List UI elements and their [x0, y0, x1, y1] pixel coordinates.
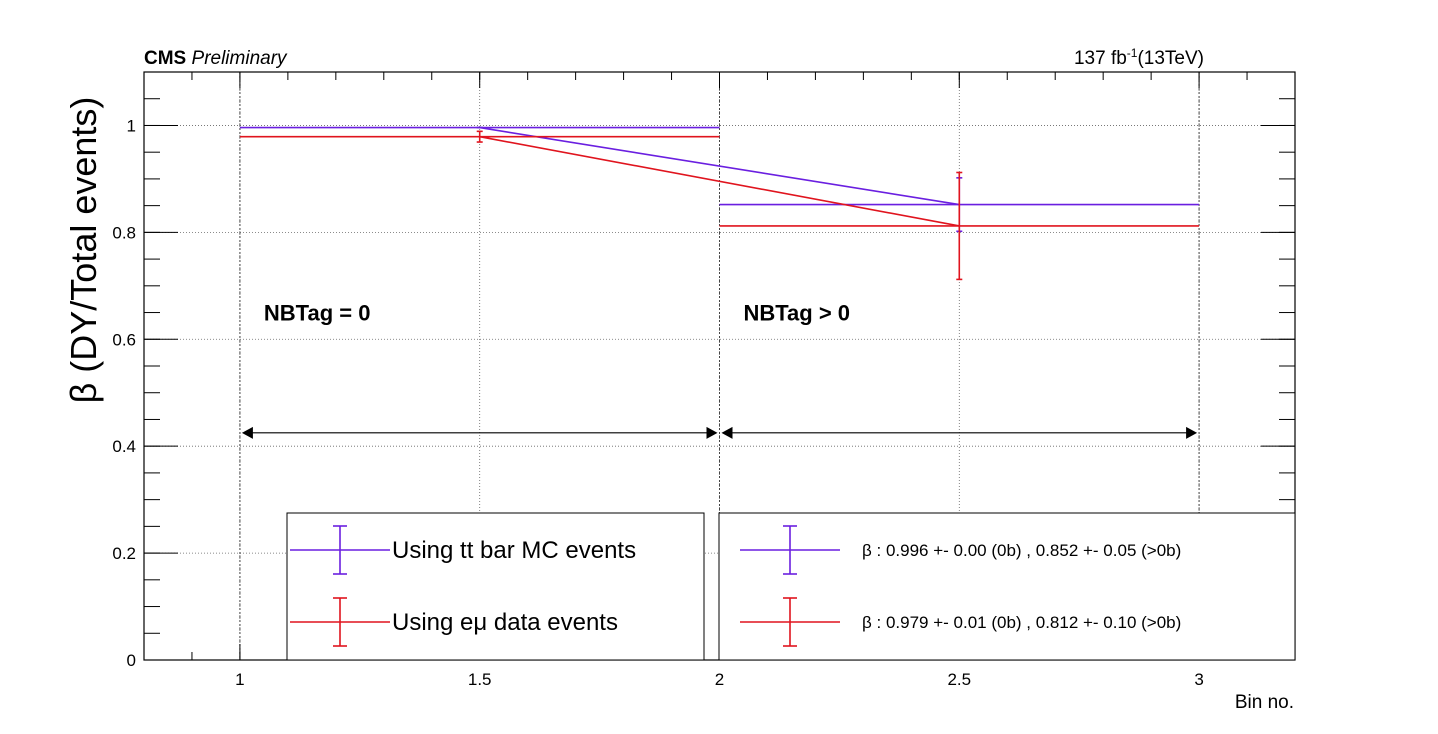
annotation-nbtag-0: NBTag = 0: [264, 301, 371, 326]
legend-entry-data-values: β : 0.979 +- 0.01 (0b) , 0.812 +- 0.10 (…: [862, 613, 1181, 632]
x-tick-label: 2: [715, 670, 724, 689]
legend-entry-mc-values: β : 0.996 +- 0.00 (0b) , 0.852 +- 0.05 (…: [862, 541, 1181, 560]
chart-header-right: 137 fb-1(13TeV): [1074, 46, 1204, 69]
series-1: [239, 130, 1200, 281]
series-layer: [239, 126, 1200, 281]
y-tick-label: 0.8: [112, 223, 136, 242]
arrow-head-left: [721, 426, 733, 439]
legend-right: β : 0.996 +- 0.00 (0b) , 0.852 +- 0.05 (…: [718, 512, 1296, 661]
x-tick-labels: 1 1.5 2 2.5 3: [235, 670, 1204, 689]
arrow-head-right: [1186, 426, 1198, 439]
legend-left-marks: [290, 525, 390, 647]
legend-left-box: [286, 512, 705, 661]
y-axis-label: β (DY/Total events): [63, 97, 104, 404]
x-tick-label: 3: [1194, 670, 1203, 689]
x-tick-label: 1: [235, 670, 244, 689]
y-tick-label: 0: [127, 651, 136, 670]
series-0: [239, 126, 1200, 233]
legend-right-box: [718, 512, 1296, 661]
annotation-nbtag-gt0: NBTag > 0: [743, 301, 850, 326]
x-tick-label: 2.5: [947, 670, 971, 689]
series-line: [479, 135, 960, 227]
legend-right-marks: [740, 525, 840, 647]
x-tick-label: 1.5: [468, 670, 492, 689]
y-tick-label: 0.2: [112, 544, 136, 563]
y-tick-labels: 0 0.2 0.4 0.6 0.8 1: [112, 116, 136, 670]
chart-header-left: CMS Preliminary: [144, 48, 288, 69]
arrow-head-right: [706, 426, 718, 439]
x-axis-label: Bin no.: [1235, 692, 1294, 713]
y-tick-label: 0.4: [112, 437, 136, 456]
legend-entry-data: Using eμ data events: [392, 609, 618, 636]
legend-left: Using tt bar MC events Using eμ data eve…: [286, 512, 705, 661]
range-arrows: [241, 426, 1198, 439]
y-tick-label: 1: [127, 116, 136, 135]
legend-entry-mc: Using tt bar MC events: [392, 537, 636, 564]
y-tick-label: 0.6: [112, 330, 136, 349]
arrow-head-left: [241, 426, 253, 439]
series-line: [479, 126, 960, 206]
